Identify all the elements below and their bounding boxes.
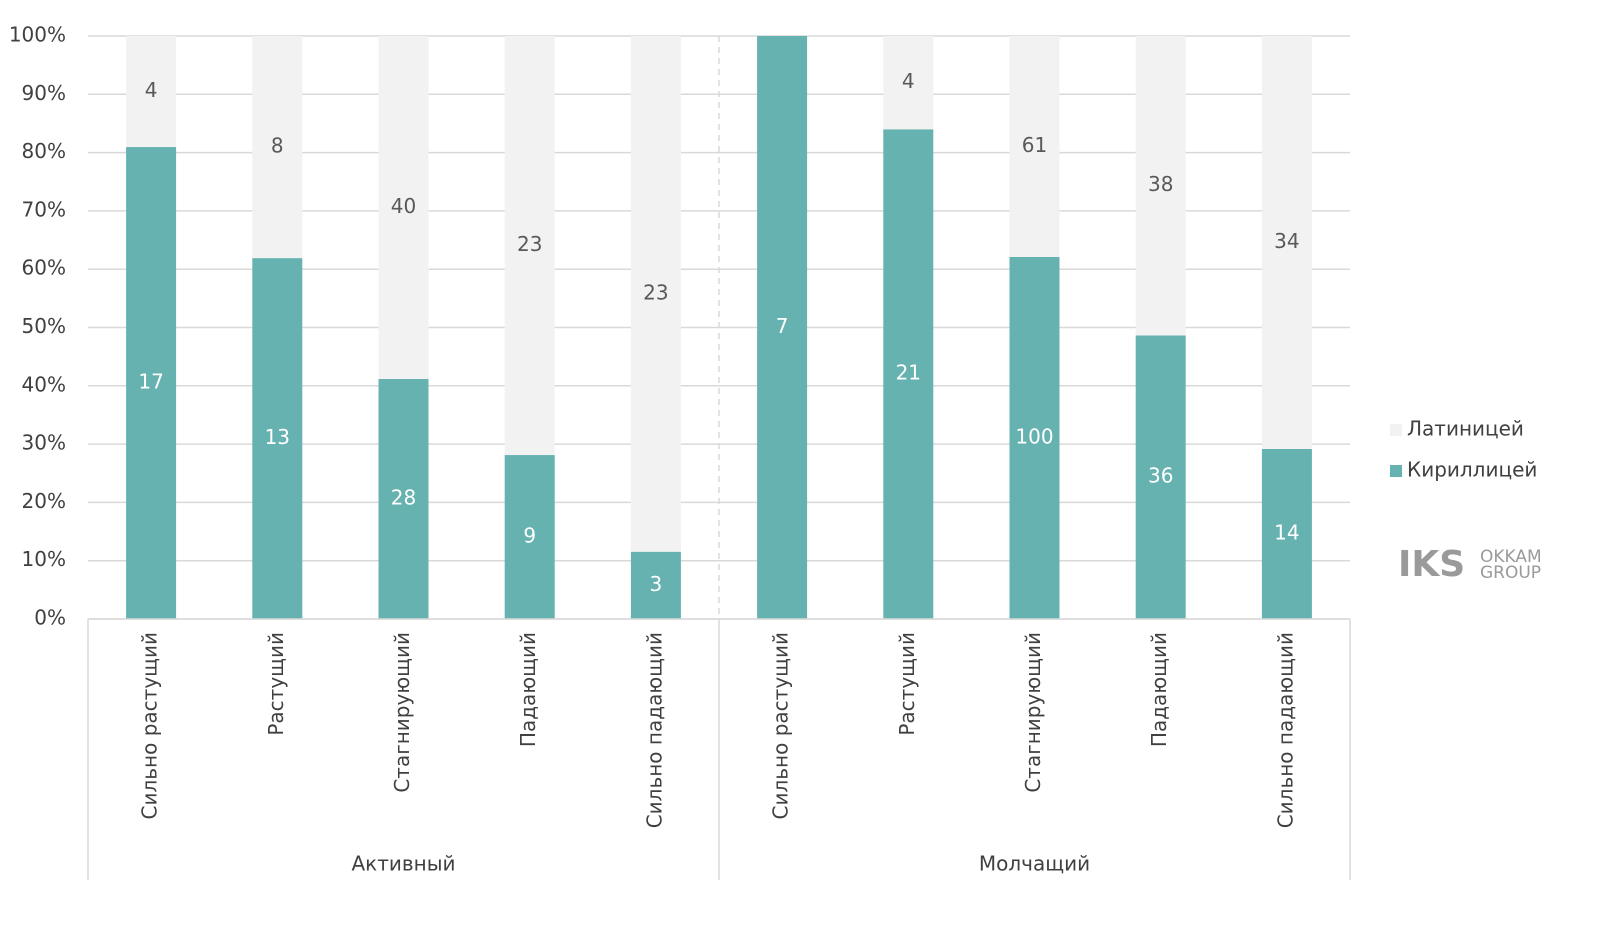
- legend-label: Латиницей: [1407, 417, 1524, 441]
- group-label: Активный: [351, 852, 455, 876]
- bar-segment: [757, 36, 808, 619]
- data-label: 40: [391, 194, 416, 218]
- bar-segment: [252, 36, 303, 259]
- y-tick-label: 90%: [22, 81, 66, 105]
- x-tick-label: Падающий: [1147, 632, 1171, 747]
- group-label: Молчащий: [979, 852, 1090, 876]
- bar-segment: [126, 147, 177, 620]
- bar-segment: [378, 36, 429, 379]
- data-label: 23: [517, 232, 542, 256]
- bar-segment: [883, 36, 934, 130]
- data-label: 61: [1022, 133, 1047, 157]
- bar-segment: [504, 36, 555, 456]
- x-tick-label: Растущий: [264, 632, 288, 736]
- bar-segment: [1009, 256, 1060, 619]
- data-label: 100: [1015, 424, 1053, 448]
- y-tick-label: 50%: [22, 314, 66, 338]
- bar-segment: [1135, 335, 1186, 619]
- logo: IKS OKKAM GROUP: [1398, 544, 1542, 585]
- y-tick-label: 0%: [34, 606, 66, 630]
- data-label: 13: [265, 425, 290, 449]
- x-tick-label: Сильно падающий: [642, 632, 666, 828]
- data-label: 21: [896, 361, 921, 385]
- legend-swatch: [1390, 465, 1402, 477]
- data-label: 23: [643, 280, 668, 304]
- logo-text: GROUP: [1480, 563, 1541, 583]
- data-label: 7: [776, 314, 789, 338]
- logo-text: OKKAM: [1480, 547, 1542, 567]
- data-label: 8: [271, 134, 284, 158]
- x-tick-label: Сильно падающий: [1273, 632, 1297, 828]
- data-label: 38: [1148, 172, 1173, 196]
- logo-mark: IKS: [1398, 544, 1465, 585]
- y-tick-label: 40%: [22, 372, 66, 396]
- bar-segment: [1261, 448, 1312, 619]
- y-tick-label: 70%: [22, 197, 66, 221]
- bar-segment: [378, 378, 429, 619]
- data-label: 34: [1274, 229, 1299, 253]
- bar-segment: [883, 129, 934, 619]
- y-tick-label: 10%: [22, 547, 66, 571]
- data-label: 9: [523, 524, 536, 548]
- data-label: 3: [650, 572, 663, 596]
- data-label: 4: [902, 69, 915, 93]
- data-label: 17: [138, 370, 163, 394]
- bar-segment: [1009, 36, 1060, 257]
- bar-segment: [630, 551, 681, 619]
- x-tick-label: Падающий: [516, 632, 540, 747]
- x-tick-label: Сильно растущий: [769, 632, 793, 819]
- bar-segment: [252, 258, 303, 619]
- x-tick-label: Стагнирующий: [390, 632, 414, 793]
- bar-segment: [1135, 36, 1186, 336]
- y-tick-label: 30%: [22, 431, 66, 455]
- y-tick-label: 100%: [9, 23, 66, 47]
- x-tick-label: Стагнирующий: [1021, 632, 1045, 793]
- bar-segment: [630, 36, 681, 552]
- data-label: 28: [391, 485, 416, 509]
- legend-swatch: [1390, 424, 1402, 436]
- bar-segment: [504, 455, 555, 619]
- x-tick-label: Сильно растущий: [138, 632, 162, 819]
- bar-segment: [1261, 36, 1312, 449]
- y-tick-label: 60%: [22, 256, 66, 280]
- bar-segment: [126, 36, 177, 148]
- data-label: 14: [1274, 520, 1299, 544]
- legend-label: Кириллицей: [1407, 458, 1537, 482]
- x-tick-label: Растущий: [895, 632, 919, 736]
- y-tick-label: 20%: [22, 489, 66, 513]
- data-label: 36: [1148, 464, 1173, 488]
- y-tick-label: 80%: [22, 139, 66, 163]
- data-label: 4: [145, 78, 158, 102]
